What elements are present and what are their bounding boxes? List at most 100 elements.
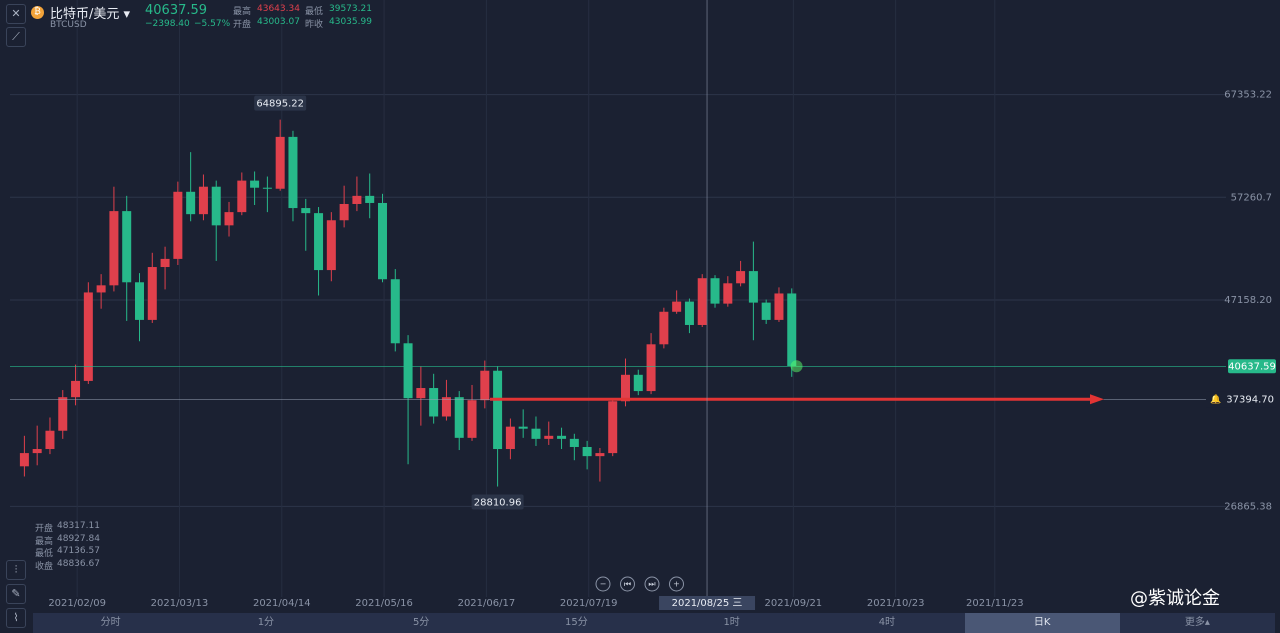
candle-body <box>557 435 567 439</box>
candle-body <box>224 212 234 226</box>
timeframe-tab[interactable]: 更多▴ <box>1184 617 1210 628</box>
x-tick-label: 2021/04/14 <box>253 598 311 609</box>
candle-body <box>454 397 464 438</box>
ohlc-label: 最高 <box>35 536 54 547</box>
symbol-name[interactable]: 比特币/美元 ▾ <box>50 7 131 22</box>
candle-body <box>45 430 55 450</box>
timeframe-tab[interactable]: 日K <box>964 613 1120 633</box>
candle-body <box>288 136 298 209</box>
line-tool[interactable]: ⌇ <box>6 608 26 628</box>
stat-value: 43035.99 <box>329 17 372 27</box>
ohlc-value: 48836.67 <box>57 558 100 569</box>
candle-body <box>250 180 260 188</box>
x-tick-label: 2021/03/13 <box>151 598 209 609</box>
y-tick-label: 26865.38 <box>1224 501 1272 512</box>
x-tick-label: 2021/09/21 <box>765 598 823 609</box>
y-tick-label: 47158.20 <box>1224 295 1272 306</box>
candle-body <box>237 180 247 213</box>
candle-body <box>109 211 119 286</box>
ohlc-label: 收盘 <box>35 561 54 572</box>
playback-button[interactable] <box>595 576 611 592</box>
candle-body <box>173 191 183 259</box>
symbol-name-text: 比特币/美元 <box>50 7 120 22</box>
candle-body <box>608 401 618 454</box>
last-price-glow <box>790 360 803 373</box>
alert-label: 37394.70 <box>1226 394 1274 405</box>
alert-tag <box>1206 391 1276 408</box>
watermark: @紫诚论金 <box>1130 588 1220 609</box>
candle-body <box>19 453 29 467</box>
candle-body <box>620 374 630 402</box>
playback-button[interactable] <box>620 576 635 592</box>
change-pct: −5.57% <box>194 19 231 29</box>
candle-body <box>672 301 682 312</box>
ohlc-label: 最低 <box>35 549 54 559</box>
candle-body <box>275 136 285 189</box>
timeframe-tab[interactable]: 4时 <box>878 617 896 628</box>
draw-tool[interactable]: ⟋ <box>6 27 26 47</box>
extreme-label-bg <box>254 95 307 111</box>
price: 40637.59 <box>145 3 208 18</box>
candle-body <box>544 435 554 439</box>
playback-button[interactable] <box>644 576 660 592</box>
candle-body <box>505 426 515 450</box>
stat-label: 开盘 <box>233 20 252 30</box>
pen-tool[interactable]: ✎ <box>6 584 26 604</box>
candle-body <box>147 267 157 320</box>
extreme-label: 28810.96 <box>474 498 522 509</box>
x-tick-label: 2021/10/23 <box>867 598 925 609</box>
x-tick-label: 2021/11/23 <box>966 598 1024 609</box>
candle-body <box>723 283 733 304</box>
timeframe-tab[interactable]: 1时 <box>723 617 740 628</box>
candle-body <box>774 293 784 320</box>
candle-body <box>377 202 387 280</box>
candle-body <box>122 211 132 283</box>
candle-body <box>710 278 720 304</box>
timeframe-tab[interactable]: 5分 <box>412 617 430 628</box>
crosshair-tag <box>659 596 756 610</box>
candle-body <box>480 370 490 401</box>
stat-label: 最高 <box>233 7 252 17</box>
playback-icon: ⏮ <box>624 580 631 589</box>
candle-body <box>416 388 426 399</box>
candle-body <box>71 380 81 398</box>
candle-body <box>262 187 272 189</box>
x-tick-label: 2021/06/17 <box>458 598 516 609</box>
extreme-label-bg <box>471 494 524 510</box>
x-tick-label: 2021/07/19 <box>560 598 618 609</box>
candle-body <box>326 220 336 271</box>
candle-body <box>531 428 541 439</box>
candle-body <box>441 397 451 417</box>
timeframe-tab[interactable]: 15分 <box>565 617 588 628</box>
red-arrow-head <box>1090 394 1104 405</box>
alert-bell: 🔔 <box>1210 394 1221 405</box>
ohlc-value: 48927.84 <box>57 533 100 544</box>
candle-body <box>518 426 528 429</box>
stat-label: 昨收 <box>305 20 324 30</box>
candle-body <box>429 388 439 417</box>
close-button[interactable]: ✕ <box>6 4 26 24</box>
timeframe-tab[interactable]: 1分 <box>257 617 275 628</box>
candle-body <box>748 271 758 303</box>
stat-label: 最低 <box>305 7 324 17</box>
change: −2398.40 <box>145 19 190 29</box>
playback-icon: − <box>600 580 607 589</box>
candle-body <box>32 449 42 454</box>
candle-body <box>646 344 656 392</box>
candle-body <box>352 195 362 204</box>
candle-body <box>659 311 669 345</box>
candle-body <box>134 282 144 320</box>
candle-body <box>198 186 208 215</box>
ohlc-label: 开盘 <box>35 524 54 534</box>
candle-body <box>467 400 477 438</box>
extreme-label: 64895.22 <box>256 99 304 110</box>
timeframe-tab[interactable]: 分时 <box>100 617 121 628</box>
candle-body <box>697 278 707 325</box>
candle-body <box>403 343 413 399</box>
candle-body <box>186 191 196 215</box>
indicator-tool[interactable]: ⫶ <box>6 560 26 580</box>
playback-button[interactable] <box>669 576 684 592</box>
candle-body <box>365 195 375 203</box>
